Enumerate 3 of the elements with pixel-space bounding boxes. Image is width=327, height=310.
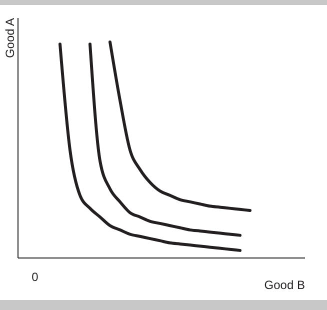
y-axis-title: Good A xyxy=(3,18,17,58)
text: 0 xyxy=(32,270,39,284)
x-axis-title: Good B xyxy=(264,278,305,292)
